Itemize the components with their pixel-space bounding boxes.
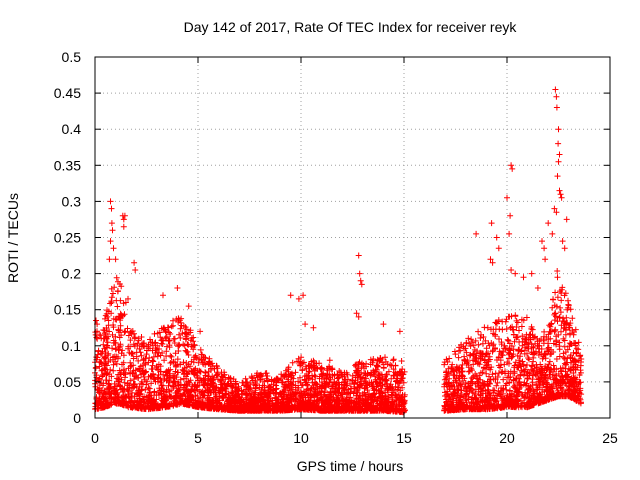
x-tick-label: 25 [602,430,618,446]
y-tick-labels: 0 0.05 0.1 0.15 0.2 0.25 0.3 0.35 0.4 0.45 0.5 [54,49,81,426]
x-tick-label: 20 [499,430,515,446]
y-axis-title: ROTI / TECUs [5,193,21,283]
axis-ticks [94,56,611,419]
chart-title: Day 142 of 2017, Rate Of TEC Index for r… [184,19,518,35]
x-tick-labels: 0 5 10 15 20 25 [91,430,618,446]
x-tick-label: 5 [194,430,202,446]
x-axis-title: GPS time / hours [297,458,404,474]
y-tick-label: 0.3 [62,193,82,209]
data-points [92,86,585,416]
y-tick-label: 0.05 [54,374,81,390]
y-tick-label: 0.35 [54,157,81,173]
y-tick-label: 0.2 [62,266,82,282]
y-tick-label: 0.5 [62,49,82,65]
x-tick-label: 0 [91,430,99,446]
y-tick-label: 0.4 [62,121,82,137]
y-tick-label: 0 [73,410,81,426]
y-tick-label: 0.45 [54,85,81,101]
y-tick-label: 0.25 [54,230,81,246]
roti-points [92,86,585,416]
y-tick-label: 0.1 [62,338,82,354]
y-tick-label: 0.15 [54,302,81,318]
x-tick-label: 10 [293,430,309,446]
x-tick-label: 15 [396,430,412,446]
